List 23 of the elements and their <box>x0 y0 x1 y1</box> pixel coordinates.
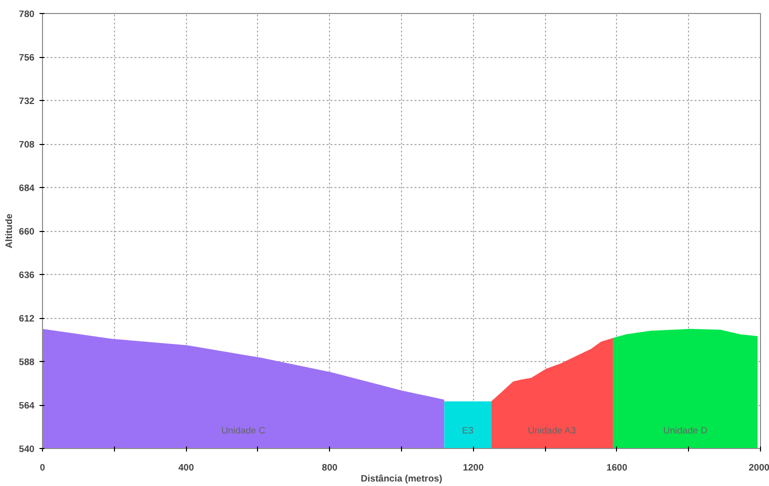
x-axis-title: Distância (metros) <box>360 474 442 484</box>
y-axis-title: Altitude <box>4 214 14 248</box>
y-tick-label: 588 <box>18 357 35 367</box>
y-tick-label: 756 <box>18 52 35 62</box>
y-tick-label: 636 <box>18 270 35 280</box>
y-tick-label: 540 <box>18 444 35 454</box>
y-tick-label: 708 <box>18 140 35 150</box>
x-tick-label: 1200 <box>462 462 484 472</box>
series-label: Unidade C <box>221 426 266 436</box>
x-tick-label: 800 <box>322 462 338 472</box>
series-label: E3 <box>462 426 474 436</box>
x-tick-label: 1600 <box>606 462 628 472</box>
y-tick-label: 732 <box>18 96 35 106</box>
y-tick-label: 684 <box>18 183 36 193</box>
y-tick-label: 780 <box>18 9 35 19</box>
y-tick-label: 564 <box>18 400 36 410</box>
x-tick-label: 0 <box>40 462 46 472</box>
y-tick-label: 660 <box>18 226 35 236</box>
y-tick-label: 612 <box>18 314 35 324</box>
series-label: Unidade D <box>663 426 708 436</box>
x-tick-label: 400 <box>178 462 194 472</box>
x-tick-label: 2000 <box>748 462 769 472</box>
series-label: Unidade A3 <box>528 426 576 436</box>
